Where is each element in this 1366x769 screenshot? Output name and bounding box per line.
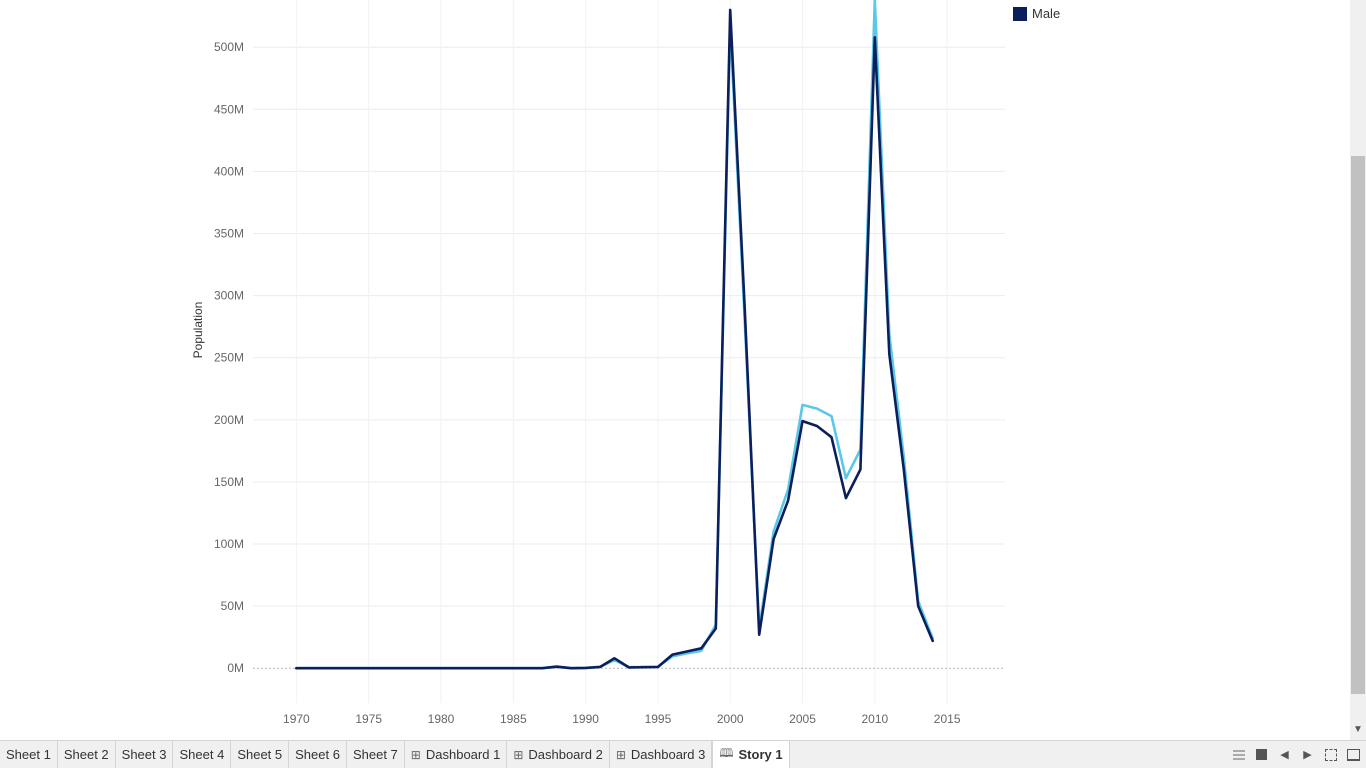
y-tick-label: 150M: [214, 475, 244, 489]
y-tick-label: 50M: [221, 599, 244, 613]
tab-label: Dashboard 3: [630, 747, 706, 762]
previous-sheet-icon[interactable]: ◀: [1280, 749, 1289, 761]
x-tick-label: 2010: [861, 712, 888, 726]
fullscreen-icon[interactable]: [1324, 748, 1337, 761]
next-sheet-icon[interactable]: ▶: [1303, 749, 1312, 761]
x-tick-label: 1970: [283, 712, 310, 726]
x-tick-label: 1985: [500, 712, 527, 726]
dashboard-icon: ⊞: [513, 747, 524, 762]
x-tick-label: 1990: [572, 712, 599, 726]
sheet-tab-bar: Sheet 1 Sheet 2 Sheet 3 Sheet 4 Sheet 5 Sheet…: [0, 740, 1366, 768]
tab-story-1[interactable]: 🕮 Story 1: [712, 741, 790, 768]
tab-label: Sheet 1: [6, 747, 51, 762]
y-tick-label: 350M: [214, 227, 244, 241]
dashboard-icon: ⊞: [410, 747, 421, 762]
tab-label: Sheet 3: [121, 747, 167, 762]
vertical-scrollbar[interactable]: ▼: [1350, 0, 1366, 740]
y-axis-tick-labels: 0M 50M 100M 150M 200M 250M 300M 350M 400M 450M 500…: [214, 40, 244, 675]
legend-swatch-male: [1013, 6, 1027, 21]
x-axis-tick-labels: 1970 1975 1980 1985 1990 1995 2000 2005 2010 2015: [283, 712, 961, 726]
tab-sheet-6[interactable]: Sheet 6: [289, 741, 347, 768]
tab-dashboard-3[interactable]: ⊞ Dashboard 3: [610, 741, 713, 768]
y-axis-title: Population: [191, 302, 205, 359]
tab-sheet-2[interactable]: Sheet 2: [58, 741, 116, 768]
tab-sheet-5[interactable]: Sheet 5: [231, 741, 290, 768]
y-tick-label: 300M: [214, 289, 244, 303]
x-tick-label: 2015: [934, 712, 961, 726]
x-tick-label: 1975: [355, 712, 382, 726]
sheet-tabs: Sheet 1 Sheet 2 Sheet 3 Sheet 4 Sheet 5 Sheet…: [0, 741, 790, 769]
y-tick-label: 450M: [214, 102, 244, 116]
tab-sheet-4[interactable]: Sheet 4: [173, 741, 232, 768]
x-tick-label: 1980: [428, 712, 455, 726]
series-lines: [295, 0, 935, 670]
series-line-male[interactable]: [295, 8, 935, 670]
y-tick-label: 100M: [214, 537, 244, 551]
tab-label: Sheet 6: [295, 747, 340, 762]
y-tick-label: 200M: [214, 413, 244, 427]
y-tick-label: 250M: [214, 351, 244, 365]
color-legend: Male: [1013, 6, 1060, 21]
tab-dashboard-1[interactable]: ⊞ Dashboard 1: [405, 741, 508, 768]
scrollbar-thumb[interactable]: [1351, 156, 1365, 694]
y-tick-label: 400M: [214, 164, 244, 178]
legend-label-male: Male: [1032, 6, 1061, 21]
story-icon: 🕮: [719, 746, 734, 760]
tab-sheet-3[interactable]: Sheet 3: [116, 741, 174, 768]
show-sheet-sorter-icon[interactable]: [1255, 748, 1268, 761]
x-tick-label: 2000: [717, 712, 744, 726]
tab-dashboard-2[interactable]: ⊞ Dashboard 2: [507, 741, 610, 768]
tab-label: Sheet 7: [352, 747, 398, 762]
tab-bar-controls: ◀ ▶: [1232, 741, 1360, 768]
tab-sheet-7[interactable]: Sheet 7: [347, 741, 405, 768]
y-tick-label: 500M: [214, 40, 244, 54]
tab-label: Sheet 2: [63, 747, 109, 762]
series-line-series-2[interactable]: [295, 0, 935, 670]
x-tick-label: 1995: [645, 712, 672, 726]
tab-label: Dashboard 2: [528, 747, 603, 762]
tab-label: Dashboard 1: [425, 747, 501, 762]
y-tick-label: 0M: [227, 661, 244, 675]
tab-label: Sheet 5: [237, 747, 283, 762]
tab-label: Story 1: [738, 747, 783, 762]
x-tick-label: 2005: [789, 712, 816, 726]
tab-sheet-1[interactable]: Sheet 1: [0, 741, 58, 768]
dashboard-icon: ⊞: [615, 747, 626, 762]
scroll-down-arrow-icon[interactable]: ▼: [1353, 724, 1363, 735]
show-filmstrip-icon[interactable]: [1232, 748, 1245, 761]
presentation-mode-icon[interactable]: [1347, 748, 1360, 761]
tab-label: Sheet 4: [179, 747, 225, 762]
population-line-chart: 0M 50M 100M 150M 200M 250M 300M 350M 400M 450M 500…: [191, 0, 1005, 726]
chart-gridlines: [253, 0, 1005, 703]
